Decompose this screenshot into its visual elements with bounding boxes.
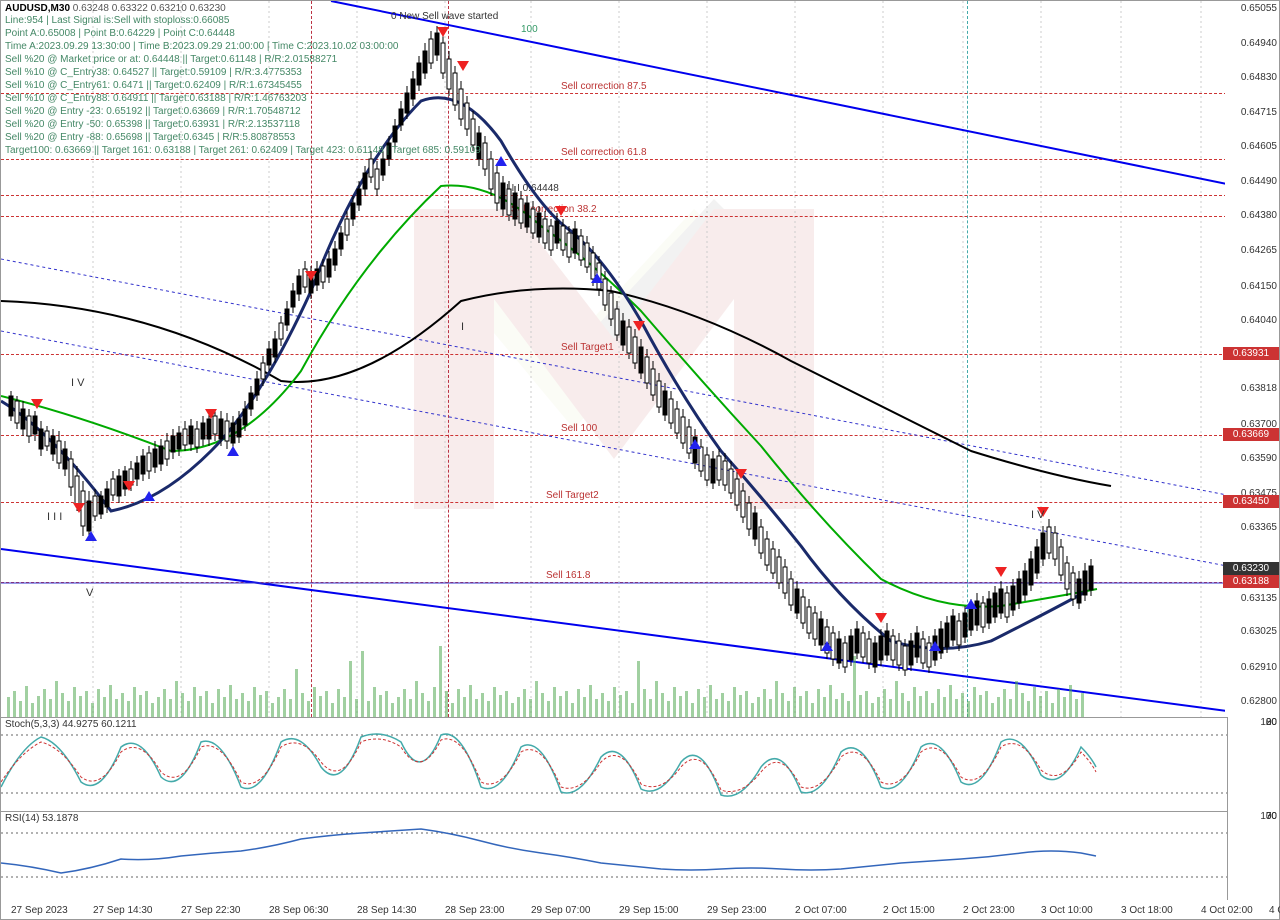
x-tick: 27 Sep 14:30 [93,905,153,916]
x-axis: 27 Sep 2023 27 Sep 14:30 27 Sep 22:30 28 Se… [1,897,1227,919]
y-tick: 0.64040 [1241,315,1277,326]
x-tick: 2 Oct 15:00 [883,905,935,916]
x-tick: 27 Sep 2023 [11,905,68,916]
y-tick: 0.64380 [1241,210,1277,221]
x-tick: 28 Sep 14:30 [357,905,417,916]
chart-title: AUDUSD,M30 0.63248 0.63322 0.63210 0.632… [5,3,226,14]
y-tick: 0.64605 [1241,141,1277,152]
header-info-line: Sell %20 @ Entry -23: 0.65192 || Target:… [5,106,301,117]
y-tick: 0.63135 [1241,593,1277,604]
x-tick: 3 Oct 10:00 [1041,905,1093,916]
y-tick: 0.63365 [1241,522,1277,533]
y-tick: 0.62910 [1241,662,1277,673]
chart-container: Sell correction 87.5Sell correction 61.8… [0,0,1280,920]
wave-label: I I I [47,511,62,523]
y-tick: 0.63025 [1241,626,1277,637]
header-info-line: Sell %20 @ Market price or at: 0.64448 |… [5,54,337,65]
y-tick: 0.63590 [1241,453,1277,464]
y-axis-main: 0.65055 0.64940 0.64830 0.64715 0.64605 0.644… [1225,1,1279,717]
header-info-line: Point A:0.65008 | Point B:0.64229 | Poin… [5,28,235,39]
wave-label: I V [1031,509,1044,521]
y-tick: 0.64715 [1241,107,1277,118]
x-tick: 27 Sep 22:30 [181,905,241,916]
x-tick: 29 Sep 07:00 [531,905,591,916]
price-label: 0.63931 [1223,347,1279,360]
main-price-panel[interactable]: Sell correction 87.5Sell correction 61.8… [1,1,1228,718]
header-info-line: Sell %20 @ Entry -88: 0.65698 || Target:… [5,132,295,143]
header-info-line: Sell %20 @ Entry -50: 0.65398 || Target:… [5,119,300,130]
x-tick: 2 Oct 23:00 [963,905,1015,916]
x-tick: 4 Oct 02:00 [1201,905,1253,916]
stoch-panel[interactable]: Stoch(5,3,3) 44.9275 60.1211 [1,717,1228,812]
y-tick: 0.62800 [1241,696,1277,707]
price-label: 0.63188 [1223,575,1279,588]
price-label: 0.63450 [1223,495,1279,508]
x-tick: 29 Sep 15:00 [619,905,679,916]
y-tick: 0.64265 [1241,245,1277,256]
y-axis-stoch: 100 80 20 [1225,717,1279,811]
wave-label: I [461,321,464,333]
x-tick: 2 Oct 07:00 [795,905,847,916]
rsi-panel[interactable]: RSI(14) 53.1878 [1,811,1228,900]
x-tick: 3 Oct 18:00 [1121,905,1173,916]
header-info-line: Target100: 0.63669 || Target 161: 0.6318… [5,145,481,156]
y-tick: 0.63818 [1241,383,1277,394]
stoch-lines [1,717,1227,811]
y-tick: 0.65055 [1241,3,1277,14]
y-tick: 0.64150 [1241,281,1277,292]
header-info-line: Sell %10 @ C_Entry61: 0.6471 || Target:0… [5,80,302,91]
wave-label: I V [71,377,84,389]
y-axis-rsi: 100 70 30 [1225,811,1279,899]
price-label: 0.63230 [1223,562,1279,575]
x-tick: 4 Oct 10:00 [1269,905,1280,916]
x-tick: 28 Sep 23:00 [445,905,505,916]
wave-label: V [86,587,93,599]
x-tick: 28 Sep 06:30 [269,905,329,916]
header-info-line: Sell %10 @ C_Entry88: 0.64911 || Target:… [5,93,307,104]
header-info-line: Time A:2023.09.29 13:30:00 | Time B:2023… [5,41,398,52]
header-info-line: Line:954 | Last Signal is:Sell with stop… [5,15,229,26]
y-tick: 0.64940 [1241,38,1277,49]
x-tick: 29 Sep 23:00 [707,905,767,916]
y-tick: 0.64830 [1241,72,1277,83]
price-label: 0.63669 [1223,428,1279,441]
annotation-text: 0 New Sell wave started [391,11,498,22]
rsi-lines [1,811,1227,899]
y-tick: 0.64490 [1241,176,1277,187]
header-info-line: Sell %10 @ C_Entry38: 0.64527 || Target:… [5,67,302,78]
annotation-text: 100 [521,24,538,35]
